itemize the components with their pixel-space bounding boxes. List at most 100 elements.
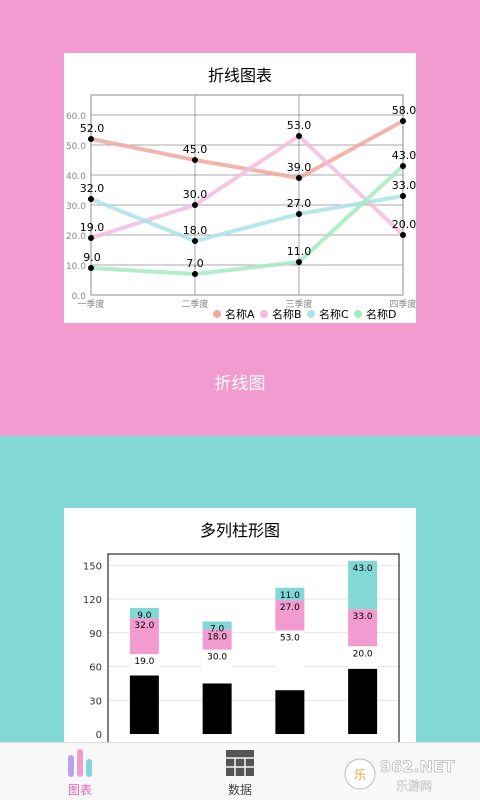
bar-value-label: 18.0: [207, 632, 227, 642]
data-point: [296, 259, 302, 265]
line-chart: 折线图表 0.0 10.0 20.0 30.0 40.0 50.0 60.0 一季度 二季度 三季…: [66, 66, 417, 321]
bar-segment-1: [202, 649, 232, 684]
data-point: [88, 235, 94, 241]
bar-value-label: 19.0: [134, 657, 154, 667]
tab-data-label: 数据: [227, 783, 252, 797]
bar-value-label: 43.0: [353, 564, 373, 574]
bar-segment-1: [275, 630, 305, 691]
data-label: 18.0: [183, 224, 208, 237]
data-point: [296, 133, 302, 139]
watermark-brand: 962.NET: [380, 757, 455, 776]
data-label: 20.0: [392, 218, 416, 231]
data-point: [88, 265, 94, 271]
bar-segment-2: [348, 609, 378, 647]
data-point: [400, 232, 406, 238]
data-label: 43.0: [392, 149, 416, 162]
series-line-1: [90, 133, 405, 240]
bar-segment-0: [129, 675, 159, 734]
y-tick-label: 10.0: [66, 262, 86, 272]
series-line-3: [90, 164, 405, 277]
legend-swatch: [260, 310, 268, 318]
data-point: [192, 238, 198, 244]
legend-label: 名称C: [319, 307, 349, 321]
data-point: [192, 202, 198, 208]
tab-data[interactable]: 数据: [200, 743, 280, 800]
y-tick-label: 30.0: [66, 202, 86, 212]
bar-segment-1: [129, 654, 159, 676]
y-tick-label: 30: [89, 696, 102, 707]
bar-chart-icon: [68, 749, 92, 777]
line-chart-card: 折线图表 0.0 10.0 20.0 30.0 40.0 50.0 60.0 一季度 二季度 三季…: [64, 53, 417, 323]
data-label: 58.0: [392, 104, 416, 117]
data-label: 32.0: [80, 182, 105, 195]
data-point: [296, 175, 302, 181]
bar-value-label: 53.0: [280, 634, 300, 644]
data-label: 45.0: [183, 143, 208, 156]
data-point: [192, 271, 198, 277]
y-tick-label: 50.0: [66, 142, 86, 152]
legend-swatch: [354, 310, 362, 318]
bar-segment-3: [348, 560, 378, 610]
bar-segment-0: [275, 690, 305, 734]
data-label: 39.0: [287, 161, 312, 174]
data-point: [400, 193, 406, 199]
x-tick-label: 一季度: [77, 298, 104, 310]
y-tick-label: 60.0: [66, 112, 86, 122]
y-tick-label: 150: [83, 561, 102, 572]
bar-value-label: 27.0: [280, 603, 300, 613]
data-label: 33.0: [392, 179, 416, 192]
data-label: 7.0: [186, 257, 204, 270]
bar-value-label: 32.0: [134, 621, 154, 631]
legend-label: 名称A: [225, 307, 255, 321]
bar-value-label: 30.0: [207, 653, 227, 663]
bar-chart-panel[interactable]: 多列柱形图 0 30 60 90 120 150 19.0 32.0 9.0 30.0 18.0 7…: [0, 436, 480, 742]
data-point: [296, 211, 302, 217]
data-label: 19.0: [80, 221, 105, 234]
data-point: [88, 196, 94, 202]
y-tick-label: 40.0: [66, 172, 86, 182]
svg-text:乐: 乐: [354, 768, 366, 782]
line-chart-panel[interactable]: 折线图表 0.0 10.0 20.0 30.0 40.0 50.0 60.0 一季度 二季度 三季…: [0, 0, 480, 436]
bar-segment-1: [348, 646, 378, 669]
chart-title: 多列柱形图: [200, 521, 280, 540]
tab-chart[interactable]: 图表: [40, 743, 120, 800]
series-line-2: [90, 194, 404, 244]
data-label: 53.0: [287, 119, 312, 132]
bar-segment-0: [202, 683, 232, 734]
bar-segment-3: [129, 608, 159, 619]
plot-border: [107, 553, 400, 742]
y-tick-label: 90: [89, 629, 102, 640]
bar-segment-3: [202, 621, 232, 630]
y-tick-label: 0.0: [72, 292, 87, 302]
bar-value-label: 9.0: [137, 611, 152, 621]
data-point: [400, 118, 406, 124]
line-chart-caption: 折线图: [214, 374, 266, 394]
data-point: [88, 136, 94, 142]
bar-chart: 多列柱形图 0 30 60 90 120 150 19.0 32.09.0 30.0 18.07…: [83, 521, 400, 742]
grid-icon: [226, 750, 254, 776]
data-point: [192, 157, 198, 163]
bar-segment-2: [129, 618, 159, 655]
x-tick-label: 二季度: [181, 298, 208, 310]
bar-segment-0: [348, 668, 378, 734]
data-label: 27.0: [287, 197, 312, 210]
x-tick-label: 四季度: [389, 298, 416, 310]
bar-segment-3: [275, 587, 305, 601]
chart-title: 折线图表: [208, 66, 272, 85]
data-label: 30.0: [183, 188, 208, 201]
watermark-subtitle: 乐游网: [396, 779, 432, 793]
bar-chart-card: 多列柱形图 0 30 60 90 120 150 19.0 32.0 9.0 30.0 18.0 7…: [64, 508, 416, 742]
data-point: [400, 163, 406, 169]
bar-value-label: 11.0: [280, 591, 300, 601]
y-tick-label: 60: [89, 663, 102, 674]
site-watermark: 乐 962.NET 乐游网: [340, 752, 480, 796]
bar-segment-2: [202, 629, 232, 650]
bar-value-label: 20.0: [353, 649, 373, 659]
bar-value-label: 7.0: [210, 625, 225, 635]
bottom-tab-bar: 图表 数据: [0, 742, 480, 800]
y-tick-label: 20.0: [66, 232, 86, 242]
legend-label: 名称B: [272, 307, 302, 321]
y-tick-label: 0: [96, 730, 102, 741]
data-label: 52.0: [80, 122, 105, 135]
